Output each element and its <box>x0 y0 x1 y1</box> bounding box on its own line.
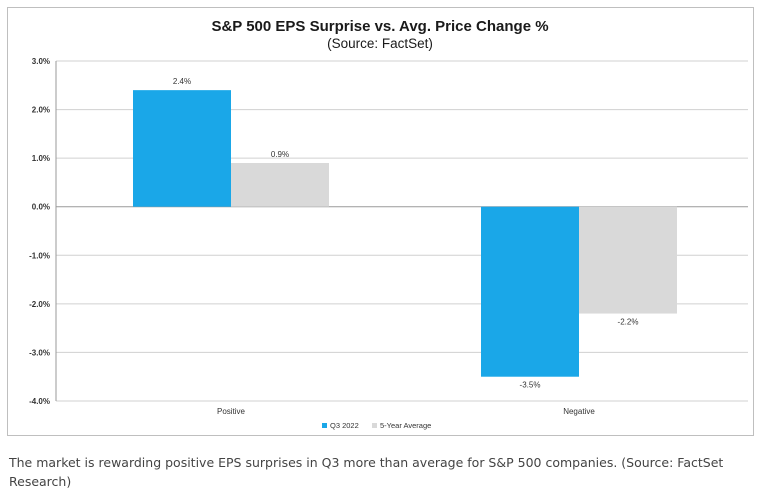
bar-5-year-average-positive <box>231 163 329 207</box>
bar-q3-2022-positive <box>133 90 231 207</box>
chart-caption: The market is rewarding positive EPS sur… <box>9 455 724 489</box>
data-label: -2.2% <box>618 318 639 327</box>
y-tick-label: 1.0% <box>32 154 50 163</box>
y-tick-label: -4.0% <box>29 397 50 406</box>
chart-subtitle: (Source: FactSet) <box>327 36 433 51</box>
y-tick-label: -1.0% <box>29 251 50 260</box>
bar-chart: S&P 500 EPS Surprise vs. Avg. Price Chan… <box>29 18 748 430</box>
legend-label: 5-Year Average <box>380 421 431 430</box>
data-label: 0.9% <box>271 150 289 159</box>
x-tick-label: Negative <box>563 407 595 416</box>
chart-frame: S&P 500 EPS Surprise vs. Avg. Price Chan… <box>7 7 754 436</box>
y-tick-label: 3.0% <box>32 57 50 66</box>
bar-q3-2022-negative <box>481 206 579 377</box>
chart-title: S&P 500 EPS Surprise vs. Avg. Price Chan… <box>211 18 548 35</box>
x-tick-label: Positive <box>217 407 246 416</box>
y-tick-label: -3.0% <box>29 348 50 357</box>
data-label: 2.4% <box>173 77 191 86</box>
y-tick-label: 2.0% <box>32 106 50 115</box>
data-label: -3.5% <box>520 381 541 390</box>
legend-label: Q3 2022 <box>330 421 359 430</box>
y-tick-label: -2.0% <box>29 300 50 309</box>
y-tick-label: 0.0% <box>32 203 50 212</box>
legend-swatch <box>322 423 327 428</box>
bar-5-year-average-negative <box>579 206 677 314</box>
legend-swatch <box>372 423 377 428</box>
